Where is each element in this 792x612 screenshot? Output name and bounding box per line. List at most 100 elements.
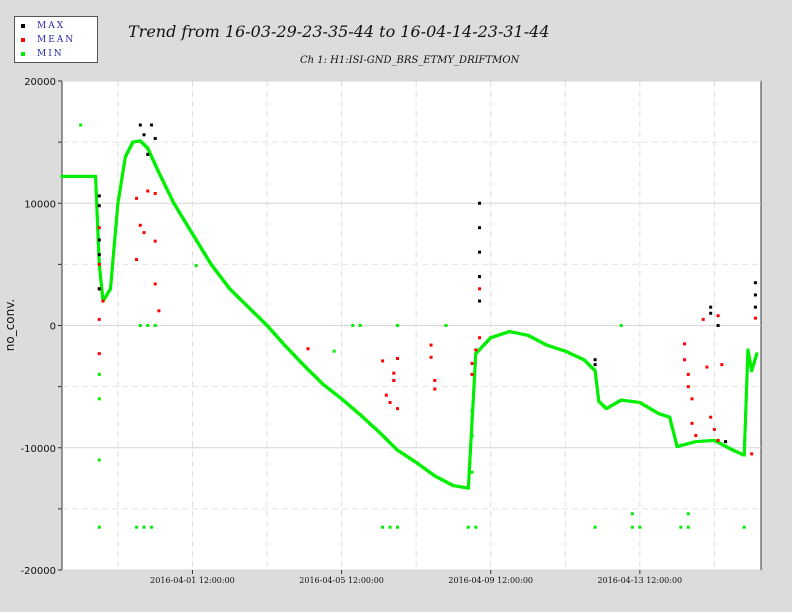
y-tick-label: 10000 (24, 199, 56, 210)
max-point (97, 204, 101, 208)
mean-point (683, 342, 687, 346)
mean-point (97, 262, 101, 266)
min-point (118, 186, 122, 190)
min-point (112, 243, 116, 246)
max-point (478, 250, 482, 254)
min-point (742, 447, 746, 451)
min-point (468, 462, 472, 466)
min-point (118, 189, 122, 193)
min-point (116, 204, 120, 208)
min-point (116, 206, 119, 210)
min-point (512, 331, 516, 334)
min-point (115, 214, 119, 218)
min-point (119, 180, 123, 184)
min-point (743, 426, 747, 430)
min-point (670, 423, 674, 427)
y-tick-label: 20000 (24, 77, 56, 88)
min-point (744, 413, 748, 417)
min-point (745, 369, 749, 373)
min-point (94, 181, 98, 185)
legend-item-mean: MEAN (21, 34, 75, 46)
min-point (473, 364, 477, 368)
min-point (473, 363, 477, 367)
min-point (100, 287, 104, 291)
min-point (115, 216, 119, 219)
min-point (472, 382, 476, 386)
min-point (135, 525, 139, 529)
min-point (743, 436, 747, 440)
min-point (123, 158, 127, 162)
min-point (467, 475, 471, 479)
min-point (745, 388, 748, 392)
min-point (78, 174, 82, 178)
min-point (95, 209, 99, 213)
min-point (473, 371, 477, 375)
min-point (744, 402, 748, 406)
mean-point (716, 314, 720, 318)
min-point (745, 375, 749, 379)
min-point (474, 353, 478, 357)
min-point (112, 247, 116, 251)
min-point (467, 467, 471, 471)
min-point (594, 379, 598, 383)
mean-point (712, 427, 716, 431)
min-point (97, 256, 101, 260)
min-point (444, 324, 448, 327)
min-point (468, 453, 472, 457)
min-point (113, 235, 117, 238)
min-point (743, 437, 747, 441)
min-point (95, 217, 99, 221)
min-point (471, 405, 475, 409)
min-point (472, 380, 476, 384)
min-point (469, 436, 473, 439)
mean-point (157, 309, 161, 313)
mean-point (153, 191, 157, 195)
min-point (194, 264, 198, 268)
min-point (744, 410, 748, 414)
mean-point (686, 385, 690, 389)
max-point (593, 358, 597, 362)
min-point (471, 407, 475, 411)
mean-point (753, 316, 757, 320)
min-point (469, 448, 472, 452)
legend-label-max: MAX (37, 21, 66, 31)
mean-point (478, 336, 482, 340)
min-point (332, 349, 336, 353)
min-point (742, 448, 746, 452)
mean-point (97, 226, 101, 230)
min-point (113, 238, 117, 242)
min-point (515, 331, 519, 335)
max-point (97, 287, 101, 291)
min-point (745, 385, 749, 389)
min-point (744, 391, 748, 395)
min-point (751, 366, 755, 370)
min-point (122, 161, 126, 165)
min-point (595, 386, 599, 389)
min-point (471, 401, 475, 405)
min-point (94, 193, 98, 197)
min-point (472, 383, 476, 387)
min-point (71, 174, 75, 178)
min-point (117, 192, 121, 196)
y-tick-label: -20000 (21, 566, 56, 577)
min-point (745, 364, 749, 368)
min-point (111, 260, 115, 264)
min-point (468, 450, 472, 454)
min-point (470, 417, 474, 420)
min-point (79, 123, 83, 127)
mean-point (388, 401, 392, 405)
min-point (469, 443, 473, 447)
min-point (111, 258, 115, 262)
min-point (671, 428, 675, 431)
min-point (74, 174, 78, 178)
min-point (470, 434, 474, 438)
max-point (709, 305, 713, 309)
min-point (744, 407, 748, 411)
min-point (472, 390, 476, 394)
min-point (96, 234, 100, 238)
min-point (114, 219, 118, 223)
min-point (743, 442, 747, 446)
min-point (96, 228, 100, 232)
min-point (619, 398, 623, 402)
